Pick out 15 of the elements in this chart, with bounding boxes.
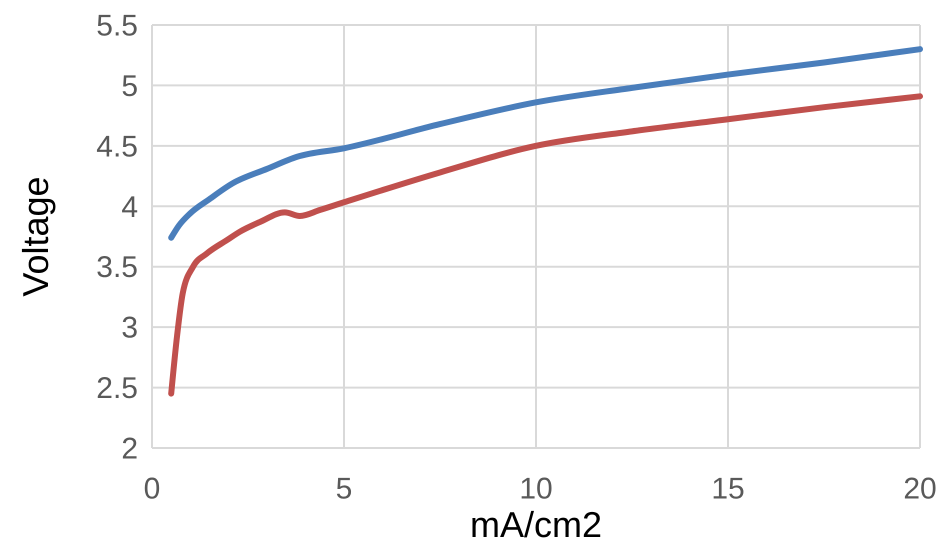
y-tick-label: 5.5 xyxy=(96,10,138,42)
x-tick-label: 10 xyxy=(519,472,553,506)
x-tick-label: 5 xyxy=(336,472,352,506)
y-axis-title: Voltage xyxy=(15,176,56,297)
y-tick-label: 4.5 xyxy=(96,130,138,164)
x-tick-label: 0 xyxy=(144,472,160,506)
y-tick-label: 2 xyxy=(121,432,138,466)
x-axis-title: mA/cm2 xyxy=(470,504,602,545)
y-tick-label: 3.5 xyxy=(96,251,138,284)
y-tick-label: 5 xyxy=(121,70,138,103)
y-tick-label: 3 xyxy=(121,312,138,345)
y-tick-label: 2.5 xyxy=(96,372,138,406)
y-tick-label: 4 xyxy=(121,190,138,224)
x-tick-label: 15 xyxy=(711,472,745,506)
x-tick-label: 20 xyxy=(903,472,937,506)
